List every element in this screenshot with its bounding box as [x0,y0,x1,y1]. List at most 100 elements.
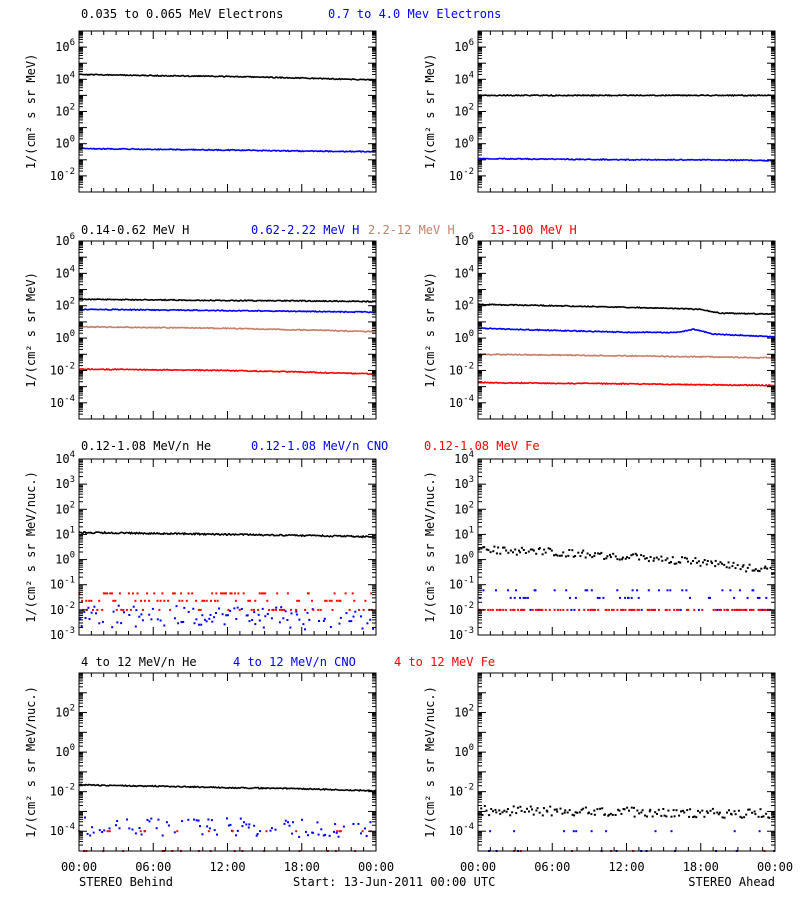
data-point [686,608,688,611]
data-point [84,617,87,619]
data-point [210,599,212,602]
data-point [134,625,137,628]
data-point [688,815,691,818]
data-point [653,557,656,560]
data-point [630,806,633,809]
data-point [555,808,558,811]
data-point [362,608,365,611]
data-point [289,626,292,629]
data-point [524,596,527,599]
data-point [81,599,83,602]
y-tick-label: 10-4 [50,822,75,838]
data-point [159,599,162,602]
data-point [526,596,529,599]
data-point [210,819,213,822]
data-point [239,817,242,820]
data-point [762,815,765,818]
data-point [323,617,326,620]
data-point [505,549,508,552]
data-point [564,809,567,812]
data-point [709,809,712,812]
data-point [623,808,626,811]
data-point [544,551,547,554]
series-0-line [78,530,377,539]
data-point [274,828,277,831]
data-point [498,809,501,812]
series-0 [78,73,377,82]
data-point [534,589,537,592]
series-0-line [477,93,776,98]
data-point [201,614,204,617]
data-point [177,622,180,625]
series-2 [78,592,373,611]
data-point [764,565,767,568]
data-point [614,555,617,558]
data-point [520,809,523,812]
data-point [92,831,95,834]
data-point [98,622,101,625]
data-point [205,599,208,602]
data-point [647,589,650,592]
data-point [541,608,544,611]
data-point [338,622,341,625]
data-point [236,606,239,609]
data-point [721,589,724,592]
data-point [586,552,589,555]
row-3-title-0: 4 to 12 MeV/n He [81,655,197,669]
data-point [686,557,688,560]
data-point [361,627,364,630]
series-0-line [78,73,377,82]
data-point [305,830,307,833]
data-point [746,596,749,599]
y-tick-label: 102 [55,297,75,313]
data-point [529,608,532,611]
data-point [348,620,351,623]
data-point [266,613,269,615]
data-point [272,608,275,611]
data-point [543,807,545,810]
data-point [257,608,260,611]
data-point [617,808,620,811]
data-point [282,617,285,620]
data-point [563,830,566,833]
data-point [358,608,361,611]
data-point [564,555,567,558]
data-point [483,546,486,549]
data-point [288,824,291,827]
data-point [657,589,660,592]
data-point [302,623,305,626]
data-point [520,608,523,611]
data-point [253,608,255,611]
y-tick-label: 10-2 [50,167,75,183]
data-point [616,589,619,592]
data-point [563,811,566,814]
data-point [275,606,278,609]
data-point [181,820,184,823]
data-point [541,553,544,556]
panel-r0-c1: 10-2 100 102 104 106 1/(cm² s sr MeV) [423,30,776,193]
data-point [333,830,335,833]
data-point [675,562,678,565]
data-point [328,599,331,602]
data-point [96,608,99,611]
data-point [606,555,609,558]
data-point [304,628,306,631]
data-point [159,619,162,622]
data-point [499,608,502,611]
y-tick-label: 10-2 [50,361,75,377]
data-point [517,608,519,611]
data-point [108,827,111,830]
data-point [565,589,568,592]
y-tick-label: 10-1 [449,576,474,592]
data-point [180,621,183,624]
data-point [670,815,673,818]
data-point [742,608,745,611]
data-point [337,835,340,838]
panel-r3-c1: 10-4 10-2 100 102 00:00 06:00 12:00 18:00 00:00 1… [423,672,793,874]
data-point [249,599,251,602]
data-point [736,564,739,567]
data-point [335,831,338,834]
data-point [531,548,534,551]
data-point [292,821,294,824]
y-tick-label: 100 [55,743,75,759]
